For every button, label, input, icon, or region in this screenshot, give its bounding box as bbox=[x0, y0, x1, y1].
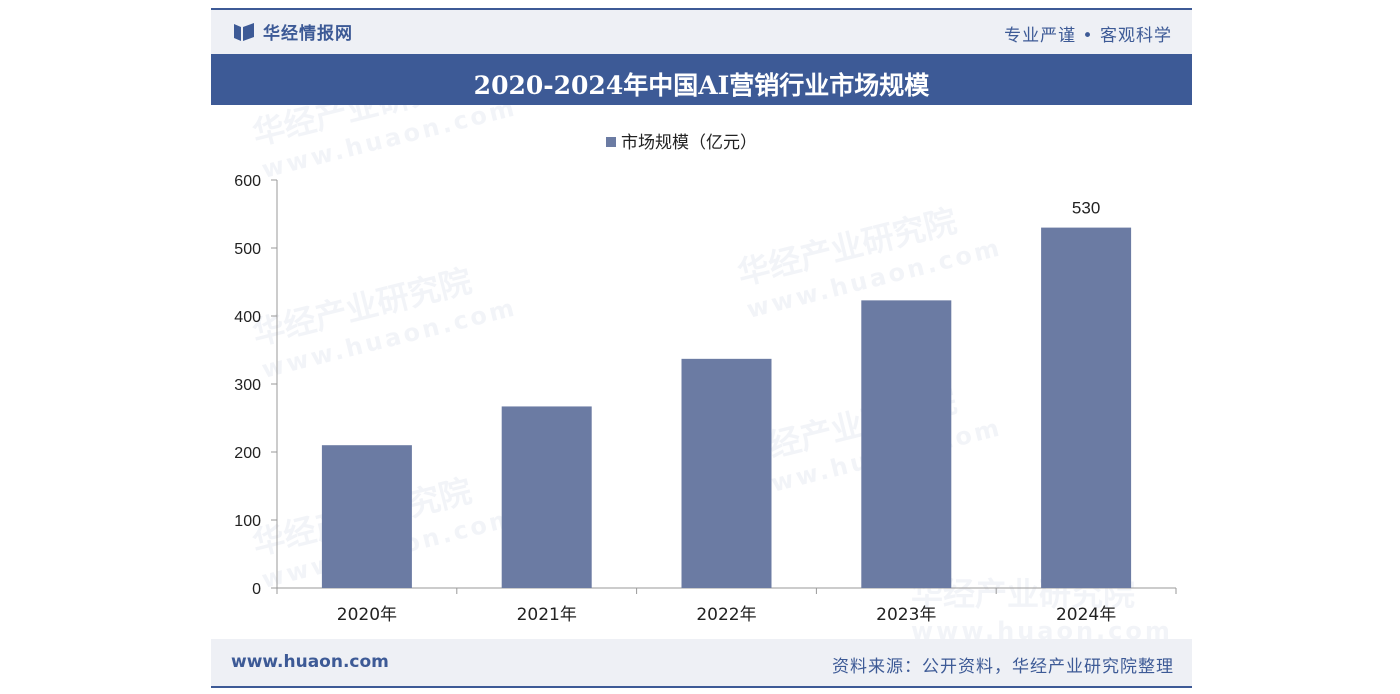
chart-title: 2020-2024年中国AI营销行业市场规模 bbox=[473, 71, 930, 100]
bottom-rule bbox=[211, 686, 1192, 688]
y-tick-label: 300 bbox=[234, 377, 261, 394]
watermark-url: www.huaon.com bbox=[911, 617, 1173, 639]
slogan: 专业严谨 • 客观科学 bbox=[1004, 26, 1172, 46]
x-tick-label: 2023年 bbox=[876, 605, 936, 625]
brand-logo-icon bbox=[234, 22, 254, 41]
y-tick-label: 0 bbox=[252, 581, 261, 598]
y-tick-label: 100 bbox=[234, 513, 261, 530]
footer-source: 资料来源：公开资料，华经产业研究院整理 bbox=[832, 657, 1174, 677]
x-tick-label: 2024年 bbox=[1056, 605, 1116, 625]
legend-label: 市场规模（亿元） bbox=[621, 133, 757, 153]
bar bbox=[681, 358, 772, 588]
y-tick-label: 600 bbox=[234, 173, 261, 190]
bar bbox=[321, 445, 412, 588]
top-rule bbox=[211, 8, 1192, 10]
y-tick-label: 200 bbox=[234, 445, 261, 462]
brand-name: 华经情报网 bbox=[263, 24, 353, 44]
footer-site: www.huaon.com bbox=[231, 652, 389, 672]
brand: 华经情报网 bbox=[233, 19, 353, 44]
bar bbox=[1041, 227, 1132, 588]
header-band: 华经情报网 专业严谨 • 客观科学 bbox=[211, 10, 1192, 54]
footer-band: www.huaon.com 资料来源：公开资料，华经产业研究院整理 bbox=[211, 639, 1192, 686]
y-tick-label: 400 bbox=[234, 309, 261, 326]
x-tick-label: 2021年 bbox=[517, 605, 577, 625]
legend-swatch bbox=[606, 137, 616, 147]
y-tick-label: 500 bbox=[234, 241, 261, 258]
x-tick-label: 2022年 bbox=[696, 605, 756, 625]
report-frame: 华经情报网 专业严谨 • 客观科学 2020-2024年中国AI营销行业市场规模… bbox=[211, 8, 1192, 688]
x-tick-label: 2020年 bbox=[337, 605, 397, 625]
chart-area: 华经产业研究院 www.huaon.com 华经产业研究院 www.huaon.com… bbox=[211, 62, 1192, 645]
legend: 市场规模（亿元） bbox=[606, 133, 757, 153]
title-band: 2020-2024年中国AI营销行业市场规模 bbox=[211, 54, 1192, 105]
bar bbox=[861, 300, 952, 588]
bar bbox=[501, 406, 592, 588]
data-label: 530 bbox=[1072, 199, 1100, 218]
